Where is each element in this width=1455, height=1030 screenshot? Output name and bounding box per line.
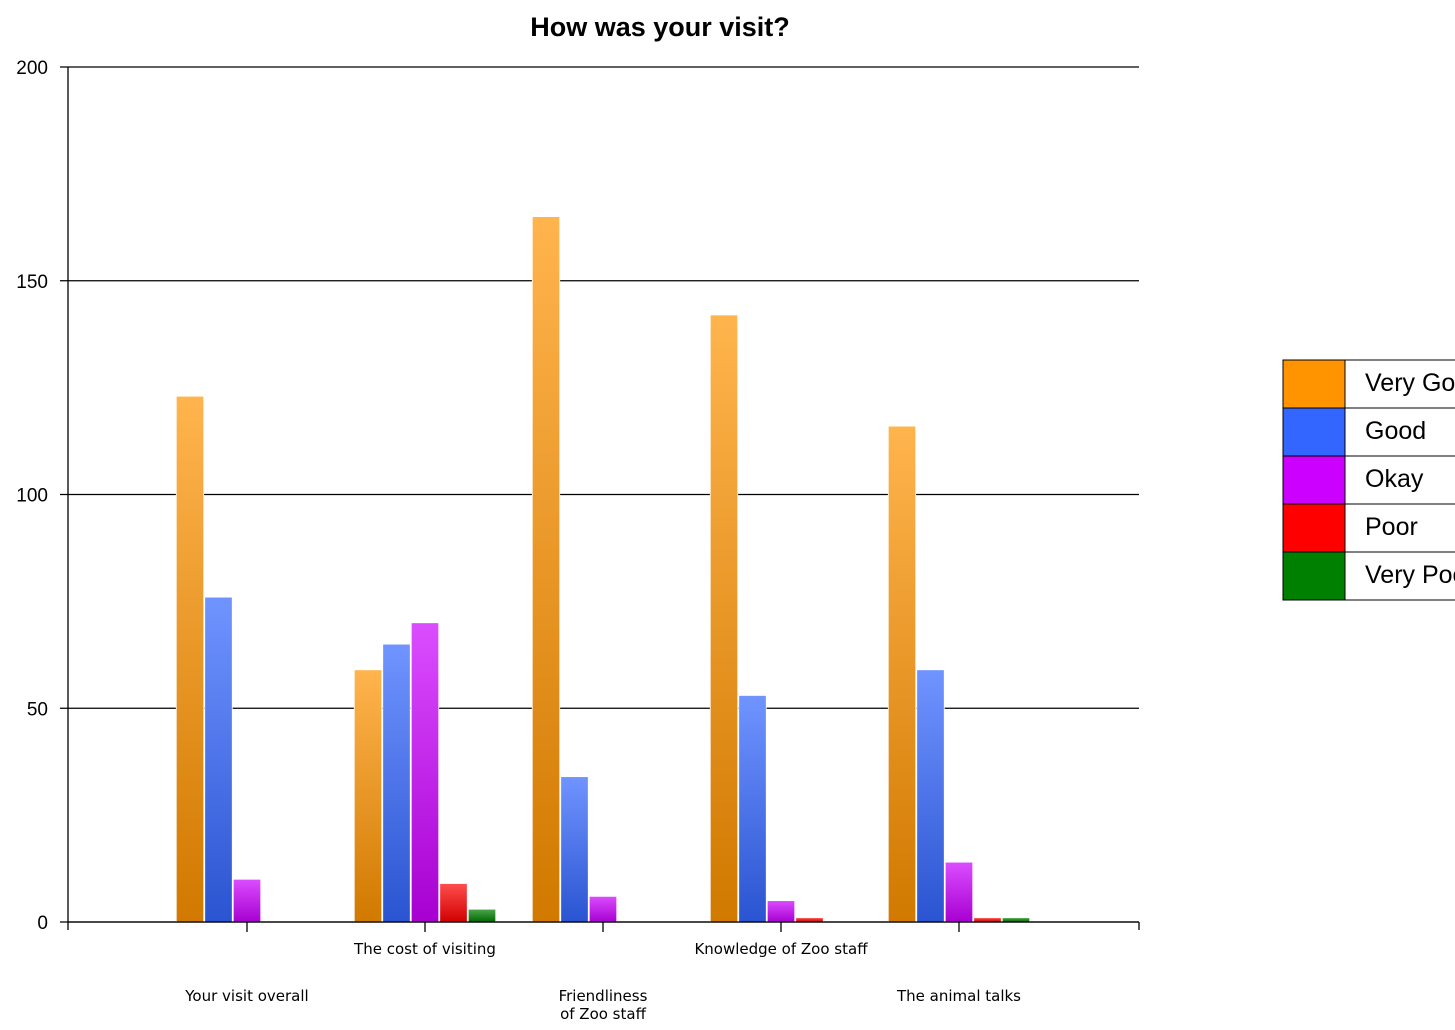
legend-label: Okay: [1365, 465, 1424, 493]
legend-swatch: [1282, 455, 1346, 505]
x-tick-label: The animal talks: [896, 987, 1021, 1005]
x-tick-label: Friendliness of Zoo staff: [559, 987, 648, 1023]
legend-label: Very Good: [1365, 369, 1455, 397]
y-tick-label: 100: [16, 486, 48, 507]
bar-very-good-2: [531, 216, 561, 923]
bar-okay-0: [232, 878, 262, 923]
bar-okay-1: [410, 622, 440, 923]
bar-very-good-3: [709, 314, 739, 923]
bar-good-3: [738, 695, 767, 923]
axes: 0 50 100 150 200 Your visit overall The cost o…: [16, 58, 1140, 1023]
bar-very-good-1: [353, 669, 383, 923]
legend-label: Very Poor: [1365, 561, 1455, 589]
bar-very-good-4: [887, 425, 917, 923]
legend-swatch: [1282, 359, 1346, 409]
legend-swatch: [1282, 503, 1346, 553]
bar-good-0: [204, 596, 233, 923]
legend: Very Good Good Okay Poor Very Poor: [1282, 359, 1455, 601]
bars: [175, 216, 1031, 923]
legend-swatch: [1282, 551, 1346, 601]
x-tick-label: Knowledge of Zoo staff: [694, 940, 868, 958]
bar-poor-1: [439, 883, 468, 923]
bar-good-2: [560, 776, 589, 923]
x-tick-label: The cost of visiting: [353, 940, 496, 958]
bar-good-1: [382, 643, 411, 923]
bar-okay-2: [588, 895, 618, 923]
legend-label: Good: [1365, 417, 1426, 445]
bar-very-good-0: [175, 395, 205, 923]
y-tick-label: 200: [16, 58, 48, 79]
chart-title: How was your visit?: [530, 12, 790, 42]
x-tick-label: Your visit overall: [184, 987, 308, 1005]
bar-very-poor-1: [467, 908, 497, 923]
y-tick-label: 150: [16, 272, 48, 293]
legend-cell: [1344, 551, 1455, 601]
y-tick-label: 50: [27, 699, 48, 720]
y-tick-label: 0: [37, 913, 48, 934]
legend-cell: [1344, 407, 1455, 457]
bar-okay-3: [766, 900, 796, 923]
bar-okay-4: [944, 861, 974, 923]
legend-cell: [1344, 503, 1455, 553]
legend-label: Poor: [1365, 513, 1418, 541]
bar-good-4: [916, 669, 945, 923]
legend-swatch: [1282, 407, 1346, 457]
